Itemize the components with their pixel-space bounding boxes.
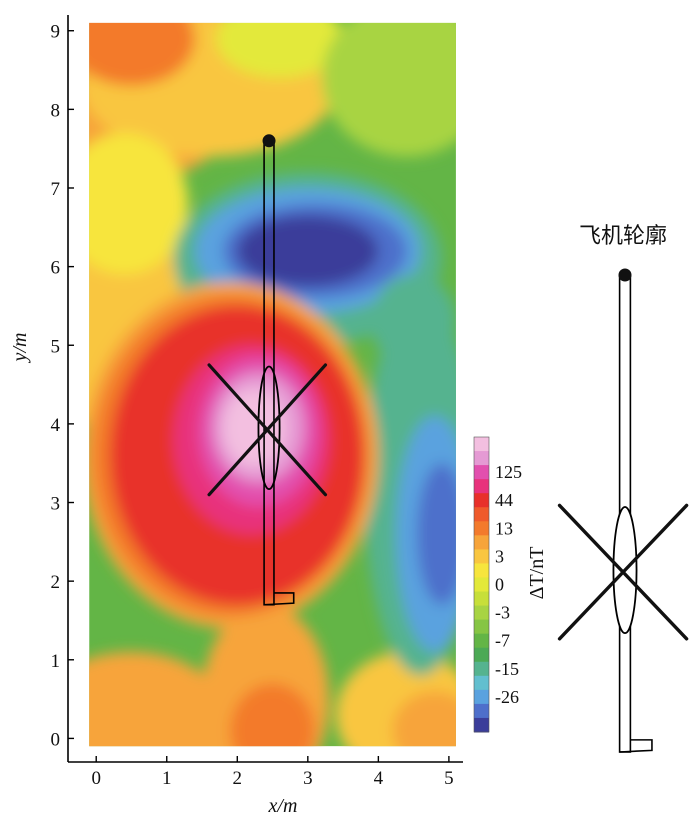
y-tick-label: 9 — [51, 22, 61, 43]
y-axis-label: y/m — [9, 333, 31, 364]
colorbar-swatch — [474, 451, 489, 466]
colorbar-swatch — [474, 493, 489, 508]
colorbar-swatch — [474, 535, 489, 550]
colorbar-tick-label: -3 — [495, 603, 510, 623]
colorbar-label: ΔT/nT — [526, 547, 548, 600]
contour-region — [89, 22, 195, 86]
x-axis-label: x/m — [268, 795, 298, 817]
legend-panel: 飞机轮廓 — [557, 223, 689, 753]
contour-region — [371, 274, 456, 369]
colorbar-swatch — [474, 479, 489, 494]
colorbar-tick-label: -26 — [495, 687, 519, 707]
y-tick-label: 0 — [51, 729, 61, 750]
legend-title: 飞机轮廓 — [579, 223, 667, 248]
colorbar-tick-label: 3 — [495, 546, 504, 566]
colorbar-swatch — [474, 507, 489, 522]
wing-line — [557, 503, 689, 641]
y-tick-label: 4 — [51, 415, 61, 436]
contour-region — [230, 683, 315, 747]
colorbar-swatch — [474, 661, 489, 677]
colorbar-tick-label: -7 — [495, 631, 510, 651]
nose-dot — [262, 134, 276, 148]
colorbar-swatch — [474, 689, 489, 705]
colorbar-frame — [473, 436, 490, 733]
x-tick-label: 1 — [162, 768, 172, 789]
y-tick-label: 8 — [51, 100, 61, 121]
colorbar-swatch — [474, 647, 489, 663]
y-tick-label: 3 — [51, 494, 61, 515]
engine-ellipse — [257, 365, 281, 491]
colorbar-swatch — [474, 577, 489, 593]
nose-dot — [618, 268, 632, 282]
colorbar-swatch — [474, 717, 489, 733]
y-tick-label: 2 — [51, 572, 61, 593]
contour-region — [237, 215, 379, 287]
contour-region — [89, 132, 188, 275]
contour-map — [89, 22, 456, 747]
aircraft-outline-overlay — [207, 134, 328, 606]
x-axis-ticks: 0 1 2 3 4 5 — [91, 756, 454, 789]
colorbar-swatch — [474, 619, 489, 635]
colorbar-tick-labels: 125 44 13 3 0 -3 -7 -15 -26 — [495, 462, 522, 707]
colorbar-tick-label: 125 — [495, 462, 522, 482]
colorbar-swatch — [474, 591, 489, 607]
y-tick-label: 5 — [51, 336, 61, 357]
contour-region — [216, 22, 344, 78]
contour-region — [392, 691, 456, 747]
colorbar-swatch — [474, 437, 489, 452]
colorbar-swatch — [474, 521, 489, 536]
colorbar-swatch — [474, 605, 489, 621]
colorbar-swatch — [474, 465, 489, 480]
colorbar-swatch — [474, 549, 489, 564]
colorbar-swatch — [474, 675, 489, 691]
x-tick-label: 5 — [444, 768, 454, 789]
y-tick-label: 6 — [51, 258, 61, 279]
contour-region — [417, 463, 456, 605]
colorbar — [473, 436, 490, 733]
y-tick-label: 1 — [51, 651, 61, 672]
contour-region — [321, 22, 456, 157]
x-tick-label: 3 — [303, 768, 313, 789]
contour-region — [223, 388, 287, 468]
axes: 0 1 2 3 4 5 0 1 2 3 4 5 6 7 8 9 x/m y/m — [9, 15, 463, 817]
x-tick-label: 2 — [233, 768, 243, 789]
colorbar-tick-label: 44 — [495, 490, 513, 510]
colorbar-tick-label: 13 — [495, 518, 513, 538]
colorbar-tick-label: -15 — [495, 659, 519, 679]
colorbar-swatch — [474, 703, 489, 719]
y-tick-label: 7 — [51, 179, 61, 200]
y-axis-ticks: 0 1 2 3 4 5 6 7 8 9 — [51, 22, 74, 750]
wing-line — [207, 363, 328, 497]
tail — [264, 592, 295, 606]
contour-region — [89, 651, 231, 747]
tail — [619, 739, 653, 753]
aircraft-outline-icon — [557, 268, 689, 753]
colorbar-tick-label: 0 — [495, 575, 504, 595]
x-tick-label: 0 — [91, 768, 101, 789]
colorbar-swatch — [474, 563, 489, 578]
colorbar-swatch — [474, 633, 489, 649]
x-tick-label: 4 — [374, 768, 384, 789]
